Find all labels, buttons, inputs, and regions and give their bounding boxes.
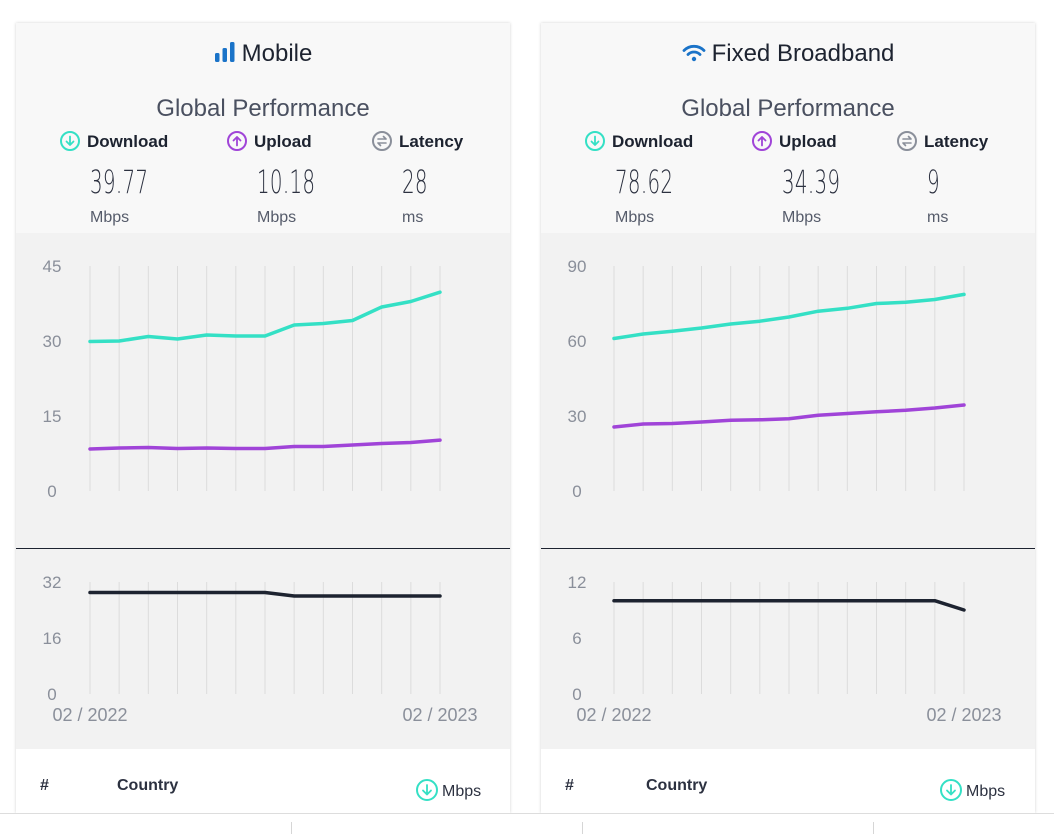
upload-icon [227, 131, 247, 151]
wifi-icon [682, 42, 706, 70]
card-title-text: Mobile [241, 40, 313, 67]
x-tick-label: 02 / 2023 [926, 705, 1001, 725]
upload-metric: Upload 34.39 Mbps [752, 131, 892, 226]
y-tick-label: 32 [43, 573, 62, 592]
card-header: Mobile Global Performance Download 39.77… [16, 23, 510, 233]
y-tick-label: 12 [568, 573, 587, 592]
latency-metric: Latency 28 ms [372, 131, 510, 226]
y-tick-label: 90 [568, 257, 587, 276]
download-label: Download [87, 132, 169, 151]
rank-column-header: # [40, 777, 49, 794]
latency-icon [372, 131, 392, 151]
y-tick-label: 45 [43, 257, 62, 276]
download-unit: Mbps [90, 209, 130, 226]
column-separator [873, 822, 874, 834]
latency-series-line [88, 590, 442, 598]
section-subtitle: Global Performance [156, 95, 370, 122]
y-tick-label: 0 [47, 685, 56, 704]
upload-series-line [88, 438, 442, 451]
latency-chart[interactable]: 0 6 12 02 / 2022 02 / 2023 [541, 549, 1035, 749]
y-tick-label: 60 [568, 332, 587, 351]
latency-series-line [612, 598, 966, 612]
download-icon [940, 779, 962, 801]
latency-unit: ms [927, 209, 949, 226]
y-tick-label: 30 [568, 407, 587, 426]
card-title-text: Fixed Broadband [711, 40, 895, 67]
y-tick-label: 6 [572, 629, 581, 648]
x-tick-label: 02 / 2022 [52, 705, 127, 725]
latency-metric: Latency 9 ms [897, 131, 1035, 226]
y-tick-label: 0 [572, 685, 581, 704]
upload-unit: Mbps [257, 209, 297, 226]
speed-chart-area: 0 15 30 45 [16, 233, 510, 548]
latency-value: 9 [927, 163, 940, 201]
download-icon [585, 131, 605, 151]
upload-value: 34.39 [782, 163, 841, 201]
mobile-card: Mobile Global Performance Download 39.77… [16, 23, 510, 813]
download-label: Download [612, 132, 694, 151]
mbps-label: Mbps [966, 783, 1006, 800]
x-tick-label: 02 / 2023 [402, 705, 477, 725]
upload-icon [752, 131, 772, 151]
mbps-column-header[interactable]: Mbps [940, 779, 1005, 801]
download-icon [416, 779, 438, 801]
download-metric: Download 78.62 Mbps [585, 131, 725, 226]
upload-metric: Upload 10.18 Mbps [227, 131, 367, 226]
section-subtitle: Global Performance [681, 95, 895, 122]
download-value: 39.77 [90, 163, 149, 201]
upload-value: 10.18 [257, 163, 316, 201]
download-series-line [612, 292, 966, 341]
country-table-header: # Country Mbps [541, 749, 1035, 813]
column-separator [291, 822, 292, 834]
latency-label: Latency [399, 132, 464, 151]
latency-chart[interactable]: 0 16 32 02 / 2022 02 / 2023 [16, 549, 510, 749]
upload-unit: Mbps [782, 209, 822, 226]
latency-chart-area: 0 16 32 02 / 2022 02 / 2023 [16, 549, 510, 749]
country-column-header[interactable]: Country [646, 777, 708, 794]
card-title: Fixed Broadband [541, 40, 1035, 70]
rank-column-header: # [565, 777, 574, 794]
latency-value: 28 [402, 163, 428, 201]
y-tick-label: 16 [43, 629, 62, 648]
y-tick-label: 30 [43, 332, 62, 351]
download-value: 78.62 [615, 163, 674, 201]
chart-divider [16, 548, 510, 549]
signal-bars-icon [214, 41, 236, 70]
latency-chart-area: 0 6 12 02 / 2022 02 / 2023 [541, 549, 1035, 749]
latency-label: Latency [924, 132, 989, 151]
speed-chart-area: 0 30 60 90 [541, 233, 1035, 548]
download-series-line [88, 290, 442, 344]
x-tick-label: 02 / 2022 [576, 705, 651, 725]
download-metric: Download 39.77 Mbps [60, 131, 200, 226]
chart-divider [541, 548, 1035, 549]
card-header: Fixed Broadband Global Performance Downl… [541, 23, 1035, 233]
column-separator [582, 822, 583, 834]
y-tick-label: 0 [572, 482, 581, 501]
country-table-header: # Country Mbps [16, 749, 510, 813]
upload-series-line [612, 403, 966, 429]
upload-label: Upload [254, 132, 312, 151]
y-tick-label: 0 [47, 482, 56, 501]
country-column-header[interactable]: Country [117, 777, 179, 794]
card-title: Mobile [16, 40, 510, 70]
speed-chart[interactable]: 0 15 30 45 [16, 233, 510, 548]
download-icon [60, 131, 80, 151]
upload-label: Upload [779, 132, 837, 151]
mbps-label: Mbps [442, 783, 482, 800]
download-unit: Mbps [615, 209, 655, 226]
mbps-column-header[interactable]: Mbps [416, 779, 481, 801]
bottom-scroll-strip [0, 813, 1054, 834]
latency-icon [897, 131, 917, 151]
speed-chart[interactable]: 0 30 60 90 [541, 233, 1035, 548]
fixed-broadband-card: Fixed Broadband Global Performance Downl… [541, 23, 1035, 813]
latency-unit: ms [402, 209, 424, 226]
y-tick-label: 15 [43, 407, 62, 426]
